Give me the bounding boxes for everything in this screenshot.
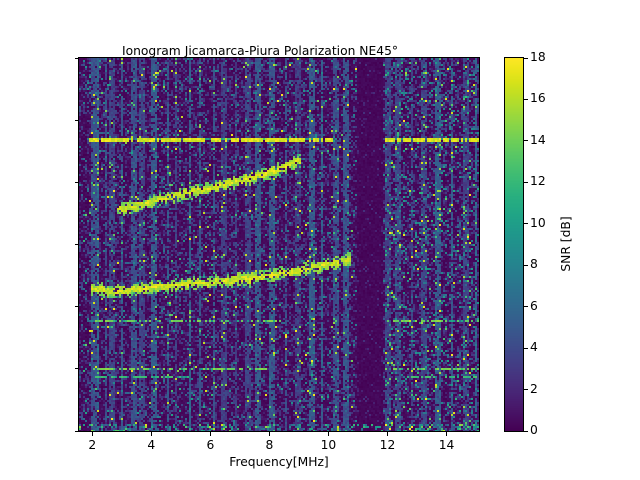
colorbar-tick-mark [524, 430, 528, 432]
ionogram-axes [78, 57, 480, 432]
plot-title-line-1: Ionogram Jicamarca-Piura Polarization NE… [121, 44, 399, 58]
colorbar-tick-mark [524, 306, 528, 308]
x-tick-label: 2 [88, 438, 97, 452]
colorbar-tick-label: 14 [530, 132, 546, 147]
x-tick-label: 8 [265, 438, 274, 452]
colorbar-tick-label: 8 [530, 257, 538, 272]
colorbar-label: SNR [dB] [559, 216, 573, 272]
x-tick-mark [268, 432, 270, 436]
y-tick-mark [74, 430, 78, 432]
colorbar-tick-label: 18 [530, 50, 546, 64]
y-tick-mark [74, 119, 78, 121]
x-tick-mark [446, 432, 448, 436]
x-tick-label: 4 [147, 438, 156, 452]
colorbar-tick-mark [524, 98, 528, 100]
x-tick-mark [386, 432, 388, 436]
x-tick-mark [209, 432, 211, 436]
x-tick-label: 12 [379, 438, 396, 452]
x-tick-mark [150, 432, 152, 436]
colorbar-tick-mark [524, 264, 528, 266]
x-tick-mark [327, 432, 329, 436]
x-tick-mark [91, 432, 93, 436]
colorbar-tick-mark [524, 389, 528, 391]
colorbar-tick-label: 2 [530, 381, 538, 396]
colorbar-tick-mark [524, 223, 528, 225]
y-tick-mark [74, 306, 78, 308]
y-tick-mark [74, 368, 78, 370]
y-axis-label: Virtual Distance[Km] [0, 136, 1, 264]
colorbar-tick-mark [524, 347, 528, 349]
colorbar-tick-label: 4 [530, 340, 538, 355]
colorbar-tick-mark [524, 140, 528, 142]
colorbar-gradient [505, 58, 523, 431]
colorbar-tick-label: 12 [530, 174, 546, 189]
x-tick-label: 14 [438, 438, 455, 452]
colorbar-tick-mark [524, 57, 528, 59]
colorbar-tick-label: 0 [530, 423, 538, 437]
colorbar-tick-mark [524, 181, 528, 183]
x-tick-label: 10 [320, 438, 337, 452]
x-axis-label: Frequency[MHz] [229, 455, 329, 469]
y-tick-mark [74, 244, 78, 245]
y-tick-mark [74, 57, 78, 59]
colorbar-tick-label: 10 [530, 215, 546, 230]
y-tick-mark [74, 181, 78, 183]
colorbar-tick-label: 6 [530, 298, 538, 313]
ionogram-heatmap [79, 58, 479, 431]
x-tick-label: 6 [206, 438, 215, 452]
colorbar-tick-label: 16 [530, 91, 546, 106]
colorbar [504, 57, 524, 432]
